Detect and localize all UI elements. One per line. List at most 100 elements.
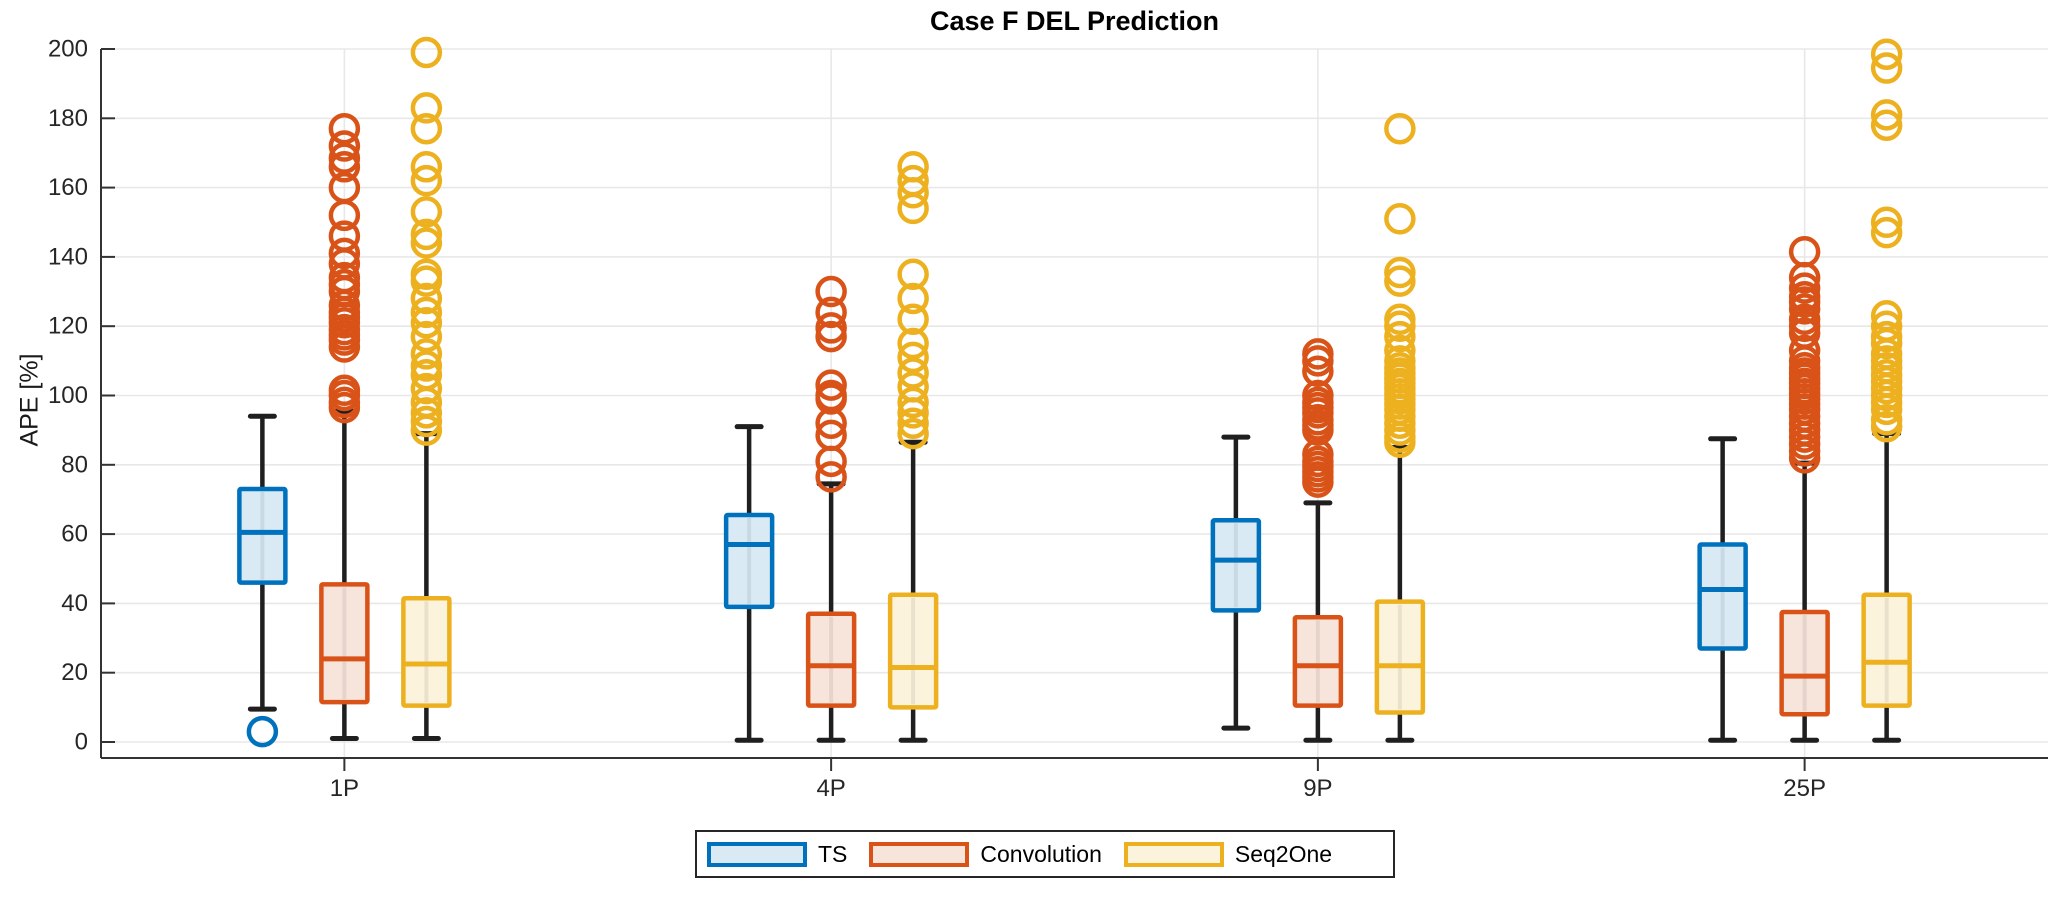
outlier-point [410,350,443,382]
legend-item-convolution: Convolution [869,841,1102,868]
outlier-point [1384,334,1416,367]
outlier-point [815,419,847,452]
y-tick-label: 40 [61,590,88,617]
outlier-point [410,92,443,124]
outlier-point [1870,404,1903,436]
outlier-point [1302,379,1334,412]
outlier-point [1384,256,1416,289]
outlier-point [1384,303,1416,336]
box [1697,542,1748,651]
gridlines [101,48,2048,758]
outlier-point [1788,272,1821,304]
outlier-point [815,320,847,353]
outlier-point [328,151,361,183]
box-group-Convolution-25P [1779,235,1830,743]
outlier-point [897,386,929,419]
box-group-Convolution-1P [319,112,370,742]
outlier-point [410,36,443,69]
legend-swatch-seq2one [1123,841,1224,867]
outlier-point [1788,235,1821,268]
box-group-TS-25P [1697,436,1748,743]
outlier-point [410,282,443,315]
outlier-point [410,338,443,370]
legend-label-ts: TS [818,840,848,867]
y-tick-label: 20 [61,659,88,686]
outlier-point [410,306,443,339]
outlier-point [410,405,443,438]
outlier-point [410,372,443,405]
outlier-point [328,220,361,252]
outlier-point [1870,216,1903,249]
outlier-point [410,358,443,391]
y-tick-label: 0 [75,728,88,755]
outlier-point [815,379,847,412]
box [805,611,857,708]
outlier-point [1384,345,1416,377]
outlier-point [815,369,847,401]
axes: 0 20 40 60 80 100 120 140 160 180 200 1P 4P 9P 25P [48,36,2048,802]
outlier-point [897,164,929,197]
x-tick-label: 1P [330,775,359,802]
y-tick-label: 140 [48,243,88,270]
outlier-point [1870,99,1903,131]
outlier-point [410,227,443,259]
outlier-point [1870,206,1903,238]
outlier-point [328,237,361,270]
box [887,592,939,710]
box [723,512,775,610]
legend-item-ts: TS [707,841,847,868]
outlier-point [410,397,443,429]
outlier-point [1384,320,1416,353]
outlier-point [410,112,443,145]
outlier-point [815,275,847,308]
legend-swatch-ts [707,841,807,867]
box [319,582,370,705]
outlier-point [1870,52,1903,84]
box-group-Convolution-9P [1292,338,1344,743]
y-tick-label: 200 [48,36,88,63]
outlier-point [410,151,443,183]
legend-item-seq2one: Seq2One [1123,840,1333,868]
outlier-point [897,327,929,360]
box [1210,517,1262,613]
outlier-point [897,282,929,315]
chart-title: Case F DEL Prediction [929,6,1220,36]
outlier-point [897,407,929,439]
outlier-point [328,171,361,204]
outlier-point [1384,265,1416,297]
box-group-Seq2One-25P [1861,38,1912,743]
box-group-TS-4P [723,424,775,743]
y-tick-label: 120 [48,313,88,340]
y-tick-label: 180 [48,105,88,132]
outlier-point [1788,303,1821,336]
outlier-point [410,196,443,228]
outlier-point [1788,334,1821,367]
outlier-point [815,312,847,344]
outlier-point [328,112,361,145]
outlier-point [1870,300,1903,332]
outlier-point [328,130,361,162]
x-tick-label: 25P [1783,775,1826,802]
box [1374,599,1426,715]
outlier-point [815,461,847,493]
box-group-Convolution-4P [805,275,857,743]
outlier-point [246,715,279,748]
outlier-point [1384,112,1416,145]
outlier-point [897,341,929,374]
box-group-Seq2One-4P [887,151,939,743]
outlier-point [1870,109,1903,141]
outlier-point [410,164,443,197]
box [401,595,452,708]
y-tick-label: 160 [48,174,88,201]
outlier-point [328,374,361,407]
outlier-point [1384,203,1416,235]
outlier-point [897,258,929,290]
box-group-TS-9P [1210,434,1262,731]
legend-label-seq2one: Seq2One [1234,840,1333,867]
outlier-point [410,258,443,290]
outlier-point [1788,280,1821,313]
outlier-point [815,296,847,329]
x-tick-label: 9P [1303,775,1332,802]
outlier-point [897,417,929,450]
